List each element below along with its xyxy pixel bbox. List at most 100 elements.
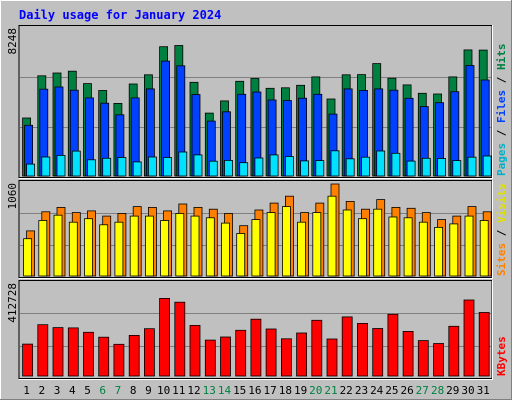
bar-pages — [71, 150, 81, 177]
bar-pages — [239, 162, 249, 177]
bar-sites — [342, 209, 352, 277]
bar-kbytes — [143, 328, 155, 377]
legend-kbytes: KBytes — [495, 336, 508, 376]
bar-pages — [102, 157, 112, 177]
bars-kbytes — [22, 297, 490, 377]
bar-pages — [254, 157, 264, 177]
x-tick-label: 2 — [38, 384, 45, 397]
bar-sites — [373, 208, 383, 277]
bar-pages — [300, 160, 310, 177]
bar-pages — [437, 158, 447, 177]
bar-kbytes — [326, 338, 338, 377]
legend-entries: KBytes — [495, 336, 508, 376]
bar-sites — [38, 220, 48, 277]
x-tick-label: 9 — [145, 384, 152, 397]
x-tick-label: 26 — [400, 384, 413, 397]
bar-sites — [144, 215, 154, 277]
bar-pages — [117, 157, 127, 177]
bar-pages — [56, 154, 66, 177]
bar-sites — [297, 221, 307, 277]
bar-kbytes — [235, 329, 247, 377]
bar-kbytes — [204, 339, 216, 377]
bar-pages — [361, 156, 370, 177]
bar-sites — [84, 218, 93, 277]
bar-kbytes — [265, 328, 277, 377]
x-tick-label: 6 — [99, 384, 106, 397]
bar-kbytes — [83, 331, 94, 377]
legend-separator: / — [495, 223, 508, 243]
bar-kbytes — [113, 343, 125, 377]
bar-sites — [68, 221, 78, 277]
bar-kbytes — [220, 336, 231, 377]
bar-pages — [26, 163, 36, 177]
bar-pages — [482, 155, 492, 177]
x-tick-label: 17 — [263, 384, 276, 397]
bar-pages — [147, 156, 157, 177]
bar-pages — [315, 160, 325, 177]
bar-pages — [132, 161, 142, 177]
bar-sites — [160, 220, 170, 277]
bar-kbytes — [463, 299, 475, 377]
chart-title: Daily usage for January 2024 — [19, 8, 221, 22]
x-tick-label: 12 — [187, 384, 200, 397]
bar-kbytes — [372, 328, 384, 377]
bar-kbytes — [250, 318, 262, 377]
panel-hits-files-pages: 8248 Pages / Files / Hits — [6, 25, 508, 179]
bar-sites — [114, 221, 124, 277]
legend-sites: Sites — [495, 243, 508, 276]
bar-kbytes — [22, 343, 34, 377]
bar-sites — [53, 214, 63, 277]
bar-pages — [163, 157, 173, 177]
x-tick-label: 27 — [416, 384, 429, 397]
bar-pages — [345, 158, 355, 177]
bar-sites — [449, 223, 459, 277]
y-max-label: 1060 — [6, 183, 19, 210]
x-tick-label: 19 — [294, 384, 307, 397]
x-tick-label: 28 — [431, 384, 444, 397]
x-axis-day-labels: 1 2 3 4 5 6 7 8 9 10 11 12 13 14 15 16 17 18 19 20 21 22 23 24 2… — [23, 384, 490, 397]
legend-separator: / — [495, 70, 508, 90]
bar-pages — [376, 150, 386, 177]
bar-sites — [403, 217, 413, 277]
bar-pages — [467, 156, 477, 177]
x-tick-label: 8 — [130, 384, 137, 397]
bar-sites — [464, 215, 474, 277]
legend-files: Files — [495, 90, 508, 123]
bar-sites — [266, 212, 276, 277]
bar-kbytes — [174, 301, 186, 377]
x-tick-label: 25 — [385, 384, 398, 397]
bar-kbytes — [280, 338, 292, 377]
x-tick-label: 1 — [23, 384, 30, 397]
x-tick-label: 3 — [54, 384, 61, 397]
bar-sites — [327, 195, 337, 277]
bar-sites — [281, 206, 291, 277]
legend-visits-sites: Sites / Visits — [495, 183, 508, 276]
legend-entries: Pages / Files / Hits — [495, 44, 508, 177]
x-tick-label: 31 — [477, 384, 490, 397]
bar-sites — [190, 215, 200, 277]
x-tick-label: 29 — [446, 384, 459, 397]
bar-pages — [421, 157, 431, 177]
bar-kbytes — [357, 322, 368, 377]
bar-kbytes — [387, 313, 399, 377]
x-tick-label: 20 — [309, 384, 322, 397]
bar-kbytes — [478, 312, 490, 377]
bar-sites — [312, 212, 322, 277]
bar-sites — [251, 219, 261, 277]
bars-hits-files-pages — [22, 45, 492, 177]
bar-pages — [193, 154, 203, 177]
panel-visits-sites: 1060 Sites / Visits — [6, 180, 508, 279]
x-tick-label: 23 — [355, 384, 368, 397]
bar-pages — [406, 160, 416, 177]
bars-visits-sites — [23, 183, 492, 277]
bar-pages — [208, 160, 218, 177]
bar-kbytes — [67, 327, 79, 377]
x-tick-label: 11 — [172, 384, 185, 397]
bar-sites — [99, 224, 109, 277]
bar-pages — [224, 159, 233, 177]
bar-sites — [479, 220, 489, 277]
x-tick-label: 15 — [233, 384, 246, 397]
bar-kbytes — [402, 330, 414, 377]
bar-pages — [41, 156, 51, 177]
